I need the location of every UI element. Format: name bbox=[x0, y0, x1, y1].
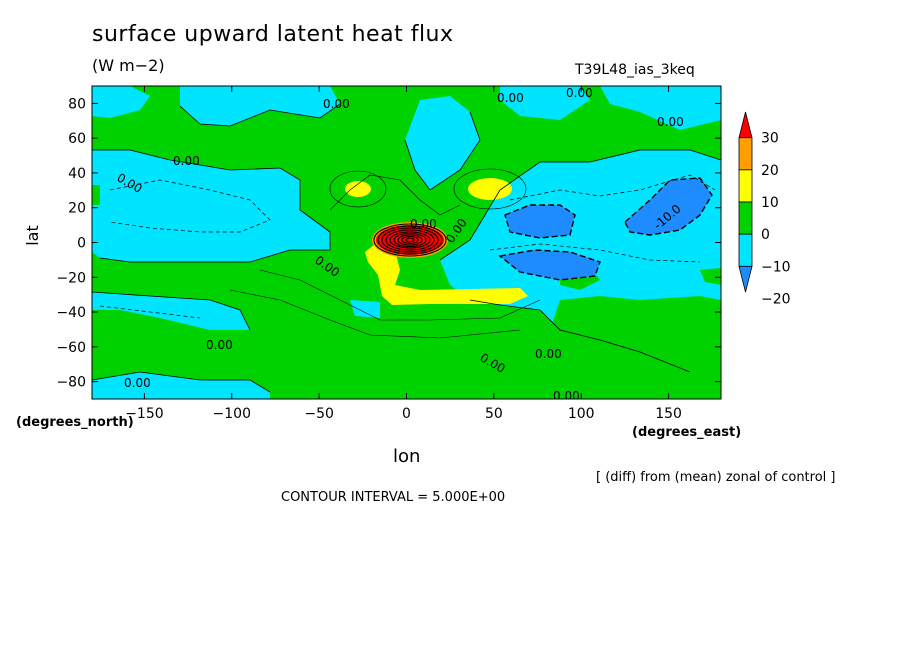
contour-label: 0.00 bbox=[124, 376, 151, 390]
colorbar-label: −10 bbox=[761, 259, 791, 275]
x-tick-label: 50 bbox=[485, 406, 503, 422]
x-tick-label: 150 bbox=[655, 406, 682, 422]
x-axis-ticks: −150 −100 −50 0 50 100 150 bbox=[125, 86, 682, 422]
contour-labels: 0.00 0.00 0.00 0.00 0.00 0.00 0.00 0.00 … bbox=[115, 86, 684, 403]
x-tick-label: 0 bbox=[402, 406, 411, 422]
chart-title: surface upward latent heat flux bbox=[92, 22, 454, 47]
colorbar: 30 20 10 0 −10 −20 bbox=[738, 111, 791, 307]
contour-label: 0.00 bbox=[553, 389, 580, 403]
y-tick-label: 20 bbox=[68, 201, 86, 217]
positive-regions bbox=[345, 178, 528, 305]
x-axis-units: (degrees_east) bbox=[632, 425, 742, 440]
strong-negative-regions bbox=[500, 178, 712, 280]
colorbar-box bbox=[738, 137, 753, 171]
y-axis-units: (degrees_north) bbox=[16, 415, 134, 430]
y-tick-label: 40 bbox=[68, 166, 86, 182]
contour-label: 0.00 bbox=[566, 86, 593, 100]
x-axis-label: lon bbox=[393, 446, 421, 467]
colorbar-label: 20 bbox=[761, 163, 779, 179]
colorbar-box bbox=[738, 233, 753, 267]
negative-contour-lines bbox=[99, 174, 716, 319]
y-tick-label: −20 bbox=[56, 270, 86, 286]
contour-label: 0.00 bbox=[323, 97, 350, 111]
y-tick-label: −80 bbox=[56, 375, 86, 391]
y-axis-ticks: −80 −60 −40 −20 0 20 40 60 80 bbox=[56, 96, 721, 391]
colorbar-box bbox=[738, 201, 753, 235]
difference-note: [ (diff) from (mean) zonal of control ] bbox=[596, 470, 836, 485]
colorbar-label: −20 bbox=[761, 291, 791, 307]
contour-label: 0.00 bbox=[497, 91, 524, 105]
colorbar-max-triangle bbox=[738, 111, 753, 139]
contour-label: 0.00 bbox=[535, 347, 562, 361]
y-tick-label: −40 bbox=[56, 305, 86, 321]
chart-units: (W m−2) bbox=[92, 56, 165, 75]
colorbar-box bbox=[738, 169, 753, 203]
y-tick-label: 80 bbox=[68, 96, 86, 112]
colorbar-min-triangle bbox=[738, 265, 753, 293]
positive-contour-lines bbox=[229, 168, 541, 339]
filled-contours: 0.00 0.00 0.00 0.00 0.00 0.00 0.00 0.00 … bbox=[92, 86, 721, 403]
x-tick-label: −150 bbox=[125, 406, 163, 422]
contour-label: 0.00 bbox=[173, 154, 200, 168]
contour-lines bbox=[92, 103, 721, 393]
y-tick-label: 60 bbox=[68, 131, 86, 147]
core-contour-rings bbox=[373, 223, 447, 257]
colorbar-label: 30 bbox=[761, 131, 779, 147]
colorbar-label: 0 bbox=[761, 227, 770, 243]
y-tick-label: −60 bbox=[56, 340, 86, 356]
run-label: T39L48_ias_3keq bbox=[575, 62, 695, 78]
contour-interval-label: CONTOUR INTERVAL = 5.000E+00 bbox=[281, 490, 506, 505]
colorbar-label: 10 bbox=[761, 195, 779, 211]
x-tick-label: −50 bbox=[304, 406, 334, 422]
x-tick-label: −100 bbox=[213, 406, 251, 422]
strong-contour-lines bbox=[498, 177, 713, 281]
x-tick-label: 100 bbox=[568, 406, 595, 422]
contour-label: 0.00 bbox=[206, 338, 233, 352]
contour-label: 0.00 bbox=[410, 217, 437, 231]
y-tick-label: 0 bbox=[77, 236, 86, 252]
contour-label: 0.00 bbox=[657, 115, 684, 129]
